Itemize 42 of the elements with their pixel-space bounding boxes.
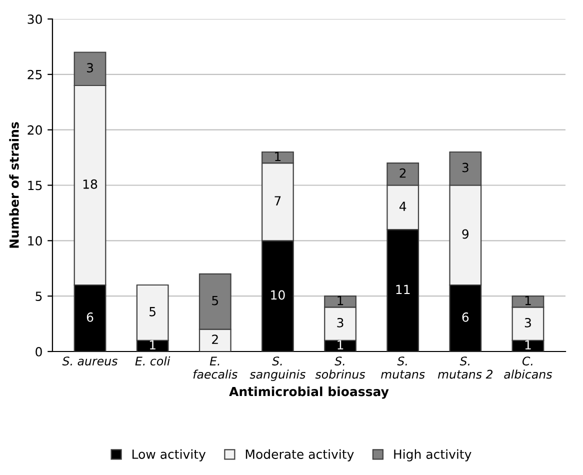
data-label: 5 — [212, 296, 218, 306]
legend-label: Low activity — [132, 449, 206, 462]
data-label: 7 — [274, 196, 281, 206]
y-tick-label: 10 — [28, 236, 42, 246]
y-tick-label: 20 — [28, 125, 42, 135]
data-label: 10 — [271, 290, 285, 300]
data-label: 2 — [212, 334, 218, 344]
data-label: 6 — [86, 312, 94, 322]
data-label: 3 — [86, 63, 93, 72]
legend-label: High activity — [394, 449, 472, 462]
data-label: 6 — [462, 312, 469, 322]
data-label: 3 — [524, 318, 531, 328]
data-label: 4 — [399, 202, 406, 211]
x-tick-label: S. sobrinus — [315, 356, 366, 379]
x-tick-label: S. aureus — [62, 356, 118, 366]
x-tick-label: E. coli — [135, 356, 170, 366]
y-tick-label: 15 — [28, 180, 42, 190]
legend-label: Moderate activity — [246, 449, 354, 462]
y-tick-label: 5 — [36, 292, 42, 302]
data-label: 3 — [337, 318, 344, 328]
data-label: 1 — [275, 152, 281, 161]
data-label: 1 — [338, 340, 344, 350]
x-tick-label: S. mutans — [381, 356, 425, 379]
y-axis-title: Number of strains — [9, 122, 19, 248]
data-label: 9 — [462, 229, 468, 239]
data-label: 18 — [83, 179, 98, 189]
x-tick-label: C. albicans — [504, 356, 552, 379]
data-label: 1 — [525, 296, 531, 306]
data-label: 3 — [462, 162, 468, 172]
data-label: 1 — [525, 340, 531, 350]
data-label: 1 — [150, 340, 156, 350]
data-label: 1 — [338, 296, 344, 306]
data-label: 5 — [150, 307, 156, 316]
x-tick-label: S. sanguinis — [250, 356, 306, 382]
data-label: 11 — [396, 284, 410, 294]
x-tick-label: S. mutans 2 — [438, 356, 493, 379]
data-label: 2 — [400, 168, 406, 178]
y-tick-label: 25 — [28, 70, 42, 80]
y-tick-label: 30 — [28, 14, 42, 24]
x-tick-label: E. faecalis — [193, 356, 238, 379]
x-axis-title: Antimicrobial bioassay — [229, 386, 389, 399]
y-tick-label: 0 — [36, 346, 42, 356]
